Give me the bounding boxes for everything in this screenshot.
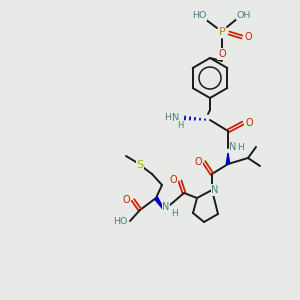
Text: P: P: [219, 27, 225, 37]
Text: N: N: [162, 202, 170, 212]
Text: N: N: [211, 185, 219, 195]
Text: HO: HO: [192, 11, 206, 20]
Text: N: N: [229, 142, 237, 152]
Text: O: O: [244, 32, 252, 42]
Text: H: H: [171, 208, 177, 217]
Polygon shape: [154, 197, 166, 213]
Text: H: H: [177, 121, 183, 130]
Text: S: S: [136, 160, 144, 170]
Text: H: H: [164, 113, 171, 122]
Text: HO: HO: [113, 218, 127, 226]
Text: O: O: [245, 118, 253, 128]
Text: N: N: [172, 113, 179, 123]
Text: O: O: [122, 195, 130, 205]
Text: O: O: [218, 49, 226, 59]
Text: O: O: [194, 157, 202, 167]
Polygon shape: [226, 153, 230, 164]
Text: O: O: [169, 175, 177, 185]
Text: H: H: [238, 142, 244, 152]
Text: OH: OH: [237, 11, 251, 20]
